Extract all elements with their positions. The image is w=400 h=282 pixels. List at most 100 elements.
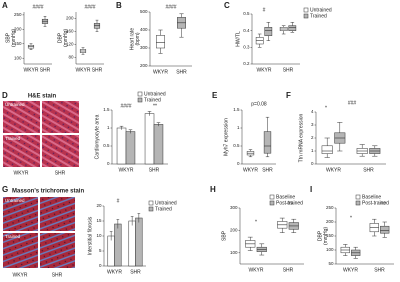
box xyxy=(380,225,390,234)
legend-label: Baseline xyxy=(276,194,295,200)
panel-label: I xyxy=(310,185,312,194)
legend-swatch xyxy=(303,13,309,19)
row-label: Trained xyxy=(5,234,21,239)
col-label: WKYR xyxy=(14,170,29,176)
y-tick-label: 200 xyxy=(66,16,74,21)
y-tick-label: 160 xyxy=(66,29,74,34)
y-tick-label: 400 xyxy=(140,27,148,32)
x-tick-label: WKYR xyxy=(119,167,134,173)
x-tick-label: SHR xyxy=(92,67,103,73)
y-tick-label: 0.5 xyxy=(233,143,240,148)
y-tick-label: 1.5 xyxy=(103,107,110,112)
x-tick-label: SHR xyxy=(40,67,51,73)
panel-label: E xyxy=(212,91,218,100)
legend-swatch xyxy=(303,7,309,13)
annotation: ### xyxy=(348,100,357,106)
y-tick-label: 1 xyxy=(311,148,314,153)
y-tick-label: 150 xyxy=(14,41,22,46)
annotation: # xyxy=(263,7,266,13)
y-tick-label: 0 xyxy=(237,161,240,166)
row-label: Untrained xyxy=(5,198,25,203)
annotation: ns xyxy=(287,200,293,206)
x-tick-label: WKYR xyxy=(107,269,122,275)
legend-swatch xyxy=(355,200,361,206)
box xyxy=(263,131,272,154)
x-tick-label: SHR xyxy=(283,67,294,73)
x-tick-label: WKYR xyxy=(76,67,91,73)
legend-label: Untrained xyxy=(144,91,166,97)
y-axis-label: (mmHg) xyxy=(11,29,17,47)
y-tick-label: 300 xyxy=(230,205,238,210)
y-tick-label: 200 xyxy=(230,228,238,233)
annotation: p=0.08 xyxy=(251,101,267,107)
x-tick-label: WKYR xyxy=(249,267,264,273)
legend-swatch xyxy=(269,200,275,206)
x-tick-label: WKYR xyxy=(243,167,258,173)
x-tick-label: WKYR xyxy=(153,69,168,75)
annotation: #### xyxy=(84,4,95,10)
y-axis-label: Heart rate xyxy=(129,28,135,50)
panel-label: B xyxy=(116,1,122,10)
y-tick-label: 50 xyxy=(328,261,334,266)
x-tick-label: SHR xyxy=(374,267,385,273)
y-axis-label: HW/TL xyxy=(235,31,241,47)
bar xyxy=(125,131,136,165)
legend-swatch xyxy=(148,206,154,212)
panel-label: G xyxy=(2,185,8,194)
annotation: ** xyxy=(153,103,157,109)
annotation: * xyxy=(325,105,327,111)
y-tick-label: 2 xyxy=(311,135,314,140)
micrograph xyxy=(3,135,40,167)
y-tick-label: 80 xyxy=(68,55,74,60)
y-axis-label: DBP xyxy=(317,230,323,241)
y-tick-label: 200 xyxy=(14,27,22,32)
bar xyxy=(153,124,164,165)
legend-swatch xyxy=(148,200,154,206)
y-tick-label: 3 xyxy=(311,122,314,127)
x-tick-label: SHR xyxy=(130,269,141,275)
y-tick-label: 0.3 xyxy=(243,45,250,50)
y-tick-label: 250 xyxy=(326,205,334,210)
legend-swatch xyxy=(269,194,275,200)
panel-label: A xyxy=(2,1,8,10)
row-label: Trained xyxy=(5,136,21,141)
legend-label: Baseline xyxy=(362,194,381,200)
row-label: Untrained xyxy=(5,102,25,107)
y-tick-label: 0.2 xyxy=(243,61,250,66)
y-tick-label: 0 xyxy=(107,161,110,166)
panel-title: H&E stain xyxy=(28,94,57,100)
x-tick-label: WKYR xyxy=(326,167,341,173)
box xyxy=(321,145,333,154)
y-tick-label: 0.5 xyxy=(243,11,250,16)
x-tick-label: SHR xyxy=(176,69,187,75)
y-tick-label: 15 xyxy=(96,218,102,223)
x-tick-label: WKYR xyxy=(257,67,272,73)
bar xyxy=(114,223,122,267)
legend-label: Untrained xyxy=(310,7,332,13)
annotation: #### xyxy=(32,4,43,10)
y-axis-label: Cardiomyocyte area xyxy=(94,114,100,159)
y-tick-label: 10 xyxy=(96,233,102,238)
y-tick-label: 1 xyxy=(107,125,110,130)
micrograph xyxy=(42,101,79,133)
legend-label: Untrained xyxy=(155,200,177,206)
y-tick-label: 120 xyxy=(66,42,74,47)
y-tick-label: 1 xyxy=(237,125,240,130)
bar xyxy=(144,113,155,165)
panel-label: H xyxy=(210,185,216,194)
micrograph xyxy=(3,197,38,231)
y-axis-label: SBP xyxy=(221,230,227,241)
annotation: #### xyxy=(165,4,176,10)
y-axis-label: SBP xyxy=(5,32,11,43)
y-tick-label: 0.4 xyxy=(243,28,250,33)
x-tick-label: SHR xyxy=(363,167,374,173)
y-axis-label: Interstitial fibrosis xyxy=(87,216,93,255)
micrograph xyxy=(42,135,79,167)
bar xyxy=(116,127,127,165)
x-tick-label: SHR xyxy=(149,167,160,173)
y-axis-label: DBP xyxy=(57,32,63,43)
y-tick-label: 250 xyxy=(14,12,22,17)
col-label: SHR xyxy=(55,170,66,176)
legend-label: Post-trained xyxy=(362,200,389,206)
legend-swatch xyxy=(355,194,361,200)
